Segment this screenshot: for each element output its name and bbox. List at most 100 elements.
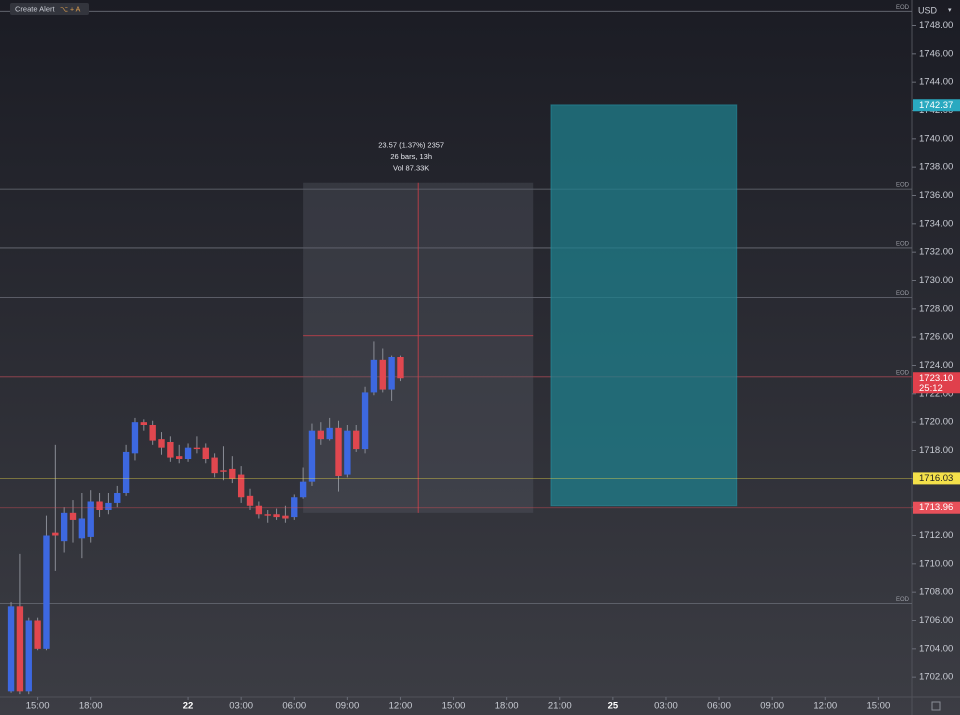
candle-body <box>361 392 369 450</box>
candle-body <box>158 439 165 448</box>
candle-body <box>34 620 41 649</box>
candle-body <box>229 468 236 479</box>
create-alert-button[interactable] <box>10 3 89 15</box>
candle-body <box>96 501 103 510</box>
candle-body <box>193 447 201 450</box>
x-tick-label: 15:00 <box>442 701 466 712</box>
candle-body <box>43 535 50 649</box>
candle-body <box>308 430 316 482</box>
candle-body <box>291 497 298 518</box>
y-tick-label: 1730.00 <box>919 275 953 286</box>
y-tick-label: 1740.00 <box>919 133 953 144</box>
y-tick-label: 1744.00 <box>919 77 953 88</box>
y-tick-label: 1726.00 <box>919 332 953 343</box>
candle-body <box>149 425 156 441</box>
candle-body <box>273 514 280 518</box>
currency[interactable]: USD <box>918 5 938 15</box>
level-label: EOD <box>896 370 910 376</box>
x-tick-label: 03:00 <box>654 701 678 712</box>
y-tick-label: 1712.00 <box>919 530 953 541</box>
candle-body <box>140 422 147 425</box>
y-tick-label: 1738.00 <box>919 162 953 173</box>
candle-body <box>78 518 86 539</box>
y-tick-label: 1722.00 <box>919 388 953 399</box>
candle-body <box>335 427 342 476</box>
level-label: EOD <box>896 597 910 603</box>
x-tick-label: 12:00 <box>813 701 837 712</box>
button-label[interactable]: Create Alert <box>15 4 56 13</box>
target-zone <box>550 104 738 507</box>
x-tick-label: 18:00 <box>79 701 103 712</box>
x-tick-label: 12:00 <box>389 701 413 712</box>
candle-body <box>25 620 32 692</box>
candle-body <box>87 501 94 537</box>
level-label: EOD <box>896 5 910 11</box>
candle-body <box>202 447 209 459</box>
x-tick-label: 21:00 <box>548 701 572 712</box>
candle-body <box>60 512 68 542</box>
level-label: EOD <box>896 291 910 297</box>
price-tag-countdown: 25:12 <box>919 383 943 394</box>
price-tag <box>913 501 960 514</box>
candle-body <box>114 493 121 503</box>
y-tick-label: 1702.00 <box>919 672 953 683</box>
candle-body <box>220 470 227 472</box>
candle-body <box>264 514 271 516</box>
x-tick-label: 09:00 <box>760 701 784 712</box>
candle-body <box>353 430 360 450</box>
y-tick-label: 1728.00 <box>919 303 953 314</box>
candle-body <box>388 357 395 390</box>
price-tag-label: 1716.03 <box>919 473 953 484</box>
y-tick-label: 1704.00 <box>919 643 953 654</box>
price-tag <box>913 372 960 394</box>
candle-body <box>344 430 351 475</box>
candle-body <box>105 502 112 510</box>
candle-body <box>16 606 24 692</box>
candle-body <box>122 451 130 493</box>
y-tick-label: 1706.00 <box>919 615 953 626</box>
level-label: EOD <box>896 183 910 189</box>
y-tick-label: 1732.00 <box>919 247 953 258</box>
x-tick-label: 09:00 <box>335 701 359 712</box>
candle-body <box>299 481 307 498</box>
y-tick-label: 1748.00 <box>919 20 953 31</box>
shortcut: ⌥ + A <box>60 6 81 13</box>
candle-body <box>211 457 218 474</box>
plot: 1702.00 1704.00 1706.00 1708.00 1710.00 1712.… <box>0 5 960 712</box>
candle-body <box>397 357 404 379</box>
currency-caret[interactable]: ▾ <box>948 7 952 14</box>
measure-label: 23.57 (1.37%) 2357 <box>378 141 444 150</box>
x-tick-label: 06:00 <box>282 701 306 712</box>
candle-body <box>246 495 254 506</box>
price-tag-label: 1713.96 <box>919 502 953 513</box>
x-tick-label: 18:00 <box>495 701 519 712</box>
y-tick-label: 1720.00 <box>919 417 953 428</box>
candle-body <box>379 359 386 390</box>
price-tag-label: 1723.10 <box>919 373 953 384</box>
candle-body <box>52 532 59 536</box>
price-tag-label: 1742.37 <box>919 100 953 111</box>
settings-icon[interactable] <box>931 701 941 711</box>
x-tick-label: 03:00 <box>229 701 253 712</box>
y-tick-label: 1746.00 <box>919 48 953 59</box>
candle-body <box>184 447 192 459</box>
y-tick-label: 1724.00 <box>919 360 953 371</box>
candle-body <box>255 505 263 515</box>
y-tick-label: 1736.00 <box>919 190 953 201</box>
candle-body <box>69 512 77 520</box>
candle-body <box>167 442 174 458</box>
x-tick-label: 22 <box>183 701 194 712</box>
x-tick-label: 25 <box>608 701 619 712</box>
candle-body <box>7 606 15 692</box>
x-tick-label: 15:00 <box>866 701 890 712</box>
measure-label: Vol 87.33K <box>393 164 429 173</box>
x-tick-label: 15:00 <box>26 701 50 712</box>
level-label: EOD <box>896 241 910 247</box>
candle-body <box>370 359 378 393</box>
candle-body <box>237 474 245 498</box>
y-tick-label: 1710.00 <box>919 558 953 569</box>
price-tag <box>913 99 960 112</box>
